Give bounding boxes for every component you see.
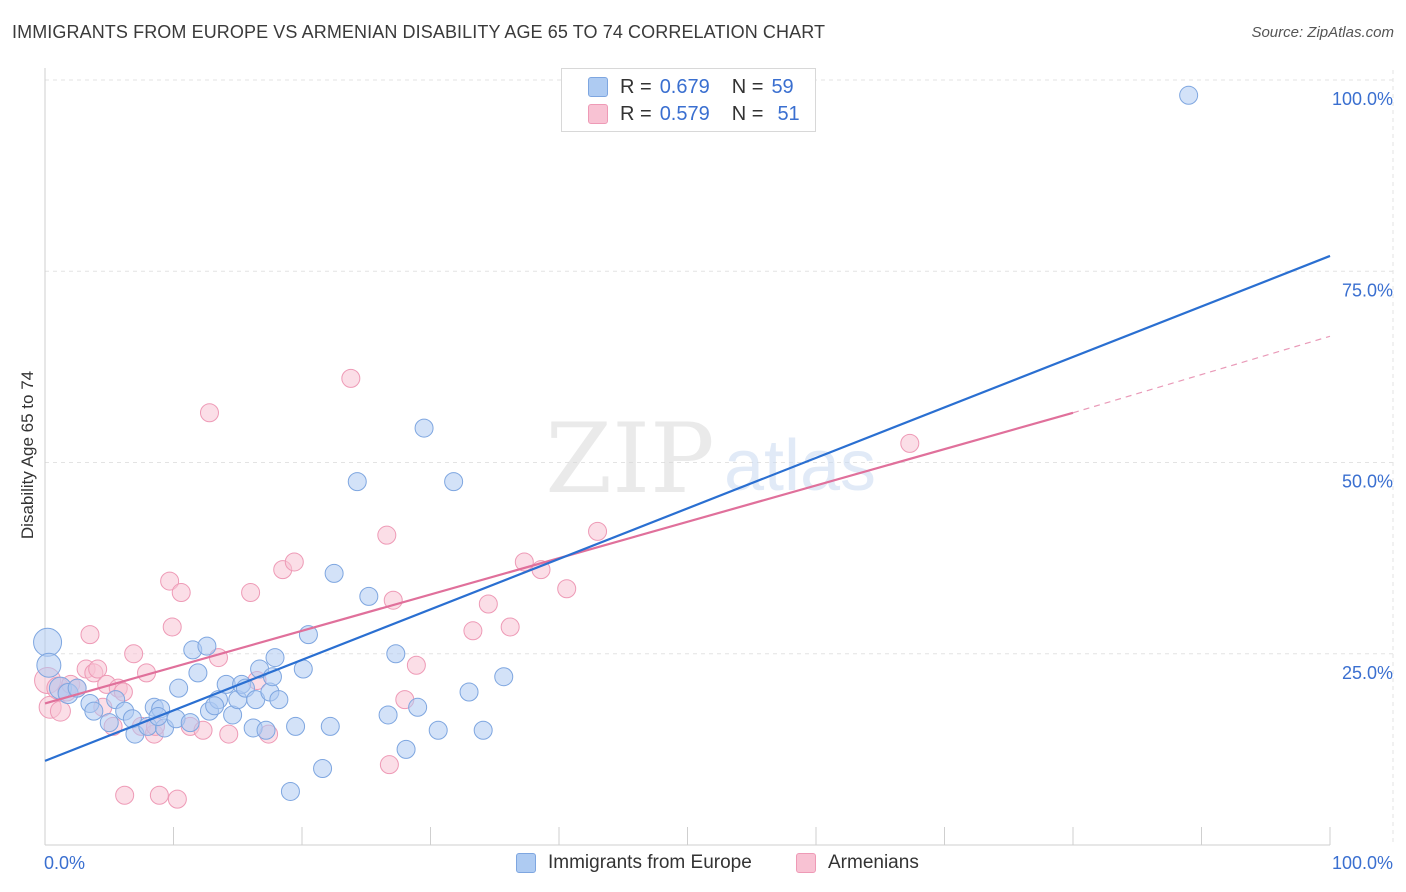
legend-r-value: 0.679: [659, 75, 710, 98]
legend-n-label: N =: [731, 102, 764, 125]
armenians-point: [49, 700, 71, 722]
immigrants-point: [408, 697, 428, 717]
immigrants-point: [256, 720, 276, 740]
immigrants-point: [324, 563, 344, 583]
armenians-point: [377, 525, 397, 545]
bottom-swatch-pink: [796, 853, 816, 873]
legend-r-label: R =: [620, 102, 652, 125]
immigrants-point: [197, 636, 217, 656]
immigrants-point: [494, 667, 514, 687]
armenians-point: [167, 789, 187, 809]
bottom-legend: Immigrants from Europe Armenians: [0, 852, 1406, 876]
armenians-point: [406, 655, 426, 675]
armenians-point: [341, 368, 361, 388]
armenians-point: [284, 552, 304, 572]
armenians-trendline-extension: [1072, 335, 1331, 414]
armenians-point: [500, 617, 520, 637]
immigrants-point: [378, 705, 398, 725]
armenians-point: [88, 659, 108, 679]
y-tick-label: 25.0%: [1342, 663, 1393, 683]
watermark-zip: ZIP: [545, 403, 714, 515]
armenians-point: [160, 571, 180, 591]
y-tick-label: 50.0%: [1342, 472, 1393, 492]
bottom-legend-immigrants: Immigrants from Europe: [516, 852, 752, 874]
immigrants-point: [428, 720, 448, 740]
legend: R = 0.679 N = 59 R = 0.579 N = 51: [561, 68, 816, 132]
armenians-point: [162, 617, 182, 637]
immigrants-point: [84, 701, 104, 721]
immigrants-point: [180, 713, 200, 733]
armenians-point: [149, 785, 169, 805]
armenians-point: [241, 583, 261, 603]
armenians-point: [379, 755, 399, 775]
immigrants-point: [396, 739, 416, 759]
legend-row-immigrants: R = 0.679 N = 59: [588, 75, 794, 99]
armenians-point: [171, 583, 191, 603]
bottom-legend-label: Immigrants from Europe: [548, 852, 752, 873]
x-tick-label: 100.0%: [1332, 853, 1393, 873]
immigrants-point: [36, 652, 62, 678]
legend-n-value: 51: [777, 102, 800, 125]
immigrants-point: [188, 663, 208, 683]
immigrants-points: [33, 85, 1199, 801]
immigrants-point: [33, 627, 63, 657]
bottom-swatch-blue: [516, 853, 536, 873]
immigrants-point: [313, 759, 333, 778]
legend-r-value: 0.579: [659, 102, 710, 125]
watermark: ZIP atlas: [545, 403, 876, 515]
immigrants-point: [280, 781, 300, 801]
tick-labels: 25.0% 50.0% 75.0% 100.0% 0.0% 100.0%: [44, 89, 1393, 873]
immigrants-point: [320, 716, 340, 736]
immigrants-point: [286, 716, 306, 736]
legend-r-label: R =: [620, 75, 652, 98]
immigrants-point: [459, 682, 479, 702]
legend-swatch-pink: [588, 104, 608, 124]
immigrants-point: [269, 690, 289, 710]
armenians-point: [219, 724, 239, 744]
armenians-point: [900, 433, 920, 453]
armenians-point: [115, 785, 135, 805]
immigrants-point: [347, 472, 367, 492]
immigrants-point: [99, 713, 119, 733]
y-tick-label: 100.0%: [1332, 89, 1393, 109]
armenians-point: [588, 521, 608, 541]
immigrants-point: [386, 644, 406, 664]
legend-swatch-blue: [588, 77, 608, 97]
armenians-point: [463, 621, 483, 641]
immigrants-trendline: [44, 254, 1331, 762]
y-tick-label: 75.0%: [1342, 280, 1393, 300]
trendlines: [44, 254, 1331, 762]
armenians-point: [124, 644, 144, 664]
legend-n-label: N =: [731, 75, 764, 98]
immigrants-point: [414, 418, 434, 438]
source-credit: Source: ZipAtlas.com: [1251, 24, 1394, 41]
armenians-point: [557, 579, 577, 599]
watermark-atlas: atlas: [724, 426, 876, 506]
armenians-point: [199, 403, 219, 423]
armenians-point: [80, 625, 100, 645]
bottom-legend-label: Armenians: [828, 852, 919, 873]
legend-row-armenians: R = 0.579 N = 51: [588, 102, 800, 126]
immigrants-point: [359, 586, 379, 606]
immigrants-point: [169, 678, 189, 698]
axes: [44, 68, 1331, 846]
immigrants-point: [1179, 85, 1199, 105]
armenians-point: [478, 594, 498, 614]
bottom-legend-armenians: Armenians: [796, 852, 919, 874]
legend-n-value: 59: [771, 75, 794, 98]
immigrants-point: [473, 720, 493, 740]
immigrants-point: [444, 472, 464, 492]
chart-title: IMMIGRANTS FROM EUROPE VS ARMENIAN DISAB…: [12, 22, 826, 42]
x-tick-label: 0.0%: [44, 853, 85, 873]
immigrants-point: [205, 696, 225, 716]
immigrants-point: [265, 648, 285, 668]
